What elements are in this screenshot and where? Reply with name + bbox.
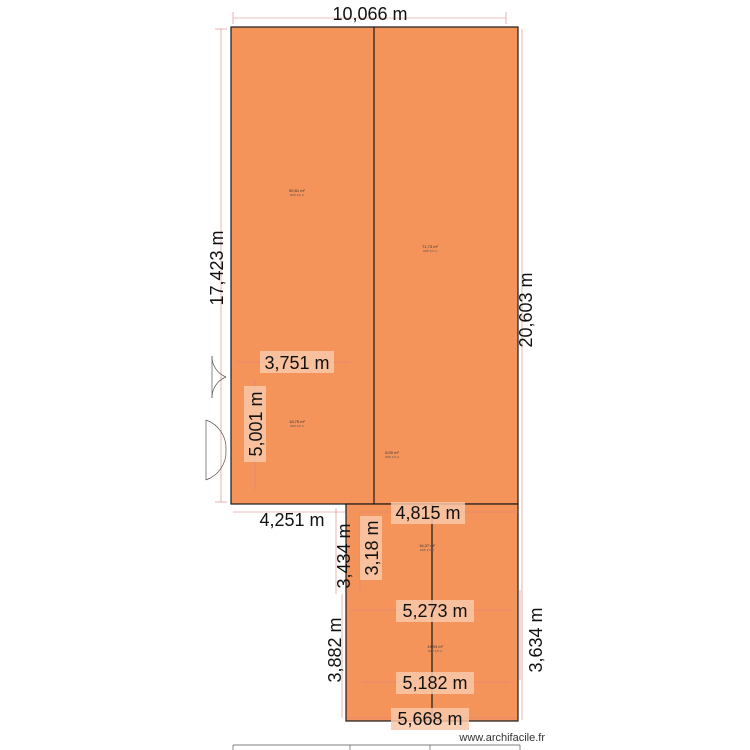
bottom-strip bbox=[232, 744, 521, 750]
credit-link[interactable]: www.archifacile.fr bbox=[458, 732, 545, 744]
room-area-label: 18,75 m² bbox=[289, 419, 305, 424]
dim-annex-bottom-width: 5,668 m bbox=[397, 709, 462, 729]
room-area-label: 19,93 m² bbox=[427, 644, 443, 649]
dim-annex-inner-height: 3,18 m bbox=[362, 520, 382, 575]
room-area-label: 8,09 m² bbox=[385, 450, 399, 455]
room-height-label: HSP 2,5 m bbox=[290, 424, 305, 428]
dim-inner-width-upper: 3,751 m bbox=[264, 353, 329, 373]
dim-annex-lower-left-height: 3,882 m bbox=[325, 617, 345, 682]
dim-annex-left-height: 3,434 m bbox=[334, 523, 354, 588]
room-area-label: 50,81 m² bbox=[289, 188, 305, 193]
dim-left-height: 17,423 m bbox=[207, 230, 227, 305]
dim-annex-right-height: 3,634 m bbox=[526, 607, 546, 672]
room-height-label: HSP 2,5 m bbox=[290, 193, 305, 197]
dim-annex-lower-width: 5,182 m bbox=[402, 673, 467, 693]
door-symbols bbox=[205, 355, 227, 481]
dim-top-width: 10,066 m bbox=[332, 4, 407, 24]
room-area-label: 16,37 m² bbox=[419, 543, 435, 548]
room-height-label: HSP 2,5 m bbox=[428, 649, 443, 653]
dim-inner-height-left: 5,001 m bbox=[246, 391, 266, 456]
room-area-label: 71,73 m² bbox=[422, 244, 438, 249]
dim-annex-mid-width: 5,273 m bbox=[402, 601, 467, 621]
room-height-label: HSP 2,5 m bbox=[423, 249, 438, 253]
dim-bottom-left-width: 4,251 m bbox=[259, 510, 324, 530]
room-height-label: HSP 2,5 m bbox=[385, 455, 400, 459]
dimension-labels: 10,066 m 17,423 m 20,603 m 3,751 m 5,001… bbox=[207, 4, 546, 730]
dim-annex-top-width: 4,815 m bbox=[395, 503, 460, 523]
room-labels: 50,81 m² HSP 2,5 m 71,73 m² HSP 2,5 m 18… bbox=[289, 188, 443, 653]
room-height-label: HSP 2,5 m bbox=[420, 548, 435, 552]
dim-right-height: 20,603 m bbox=[516, 272, 536, 347]
